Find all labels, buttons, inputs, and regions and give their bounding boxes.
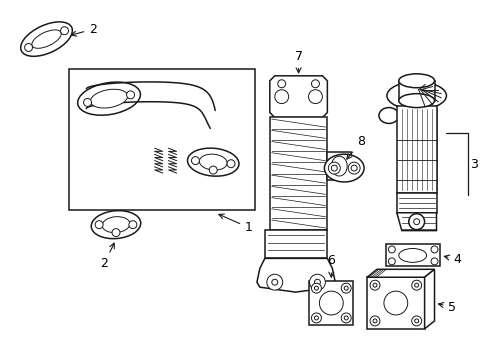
Polygon shape [367,269,435,277]
Circle shape [315,316,318,320]
Ellipse shape [324,154,364,182]
Text: 2: 2 [100,243,114,270]
Circle shape [412,280,421,290]
Ellipse shape [319,291,343,315]
Polygon shape [397,213,437,231]
Bar [310,281,353,325]
Circle shape [315,279,320,285]
Ellipse shape [102,217,130,233]
Circle shape [351,165,357,171]
Text: 8: 8 [347,135,365,159]
Text: 3: 3 [470,158,478,171]
Ellipse shape [21,22,73,56]
Circle shape [414,219,419,225]
Circle shape [312,80,319,88]
Circle shape [126,91,135,99]
Circle shape [431,258,438,265]
Ellipse shape [91,211,141,239]
Circle shape [389,246,395,253]
Ellipse shape [188,148,239,176]
Polygon shape [425,269,435,329]
Circle shape [341,283,351,293]
Bar [265,230,327,258]
Circle shape [312,313,321,323]
Circle shape [312,283,321,293]
Circle shape [209,166,217,174]
Circle shape [409,214,425,230]
Text: 7: 7 [294,50,303,73]
Ellipse shape [399,74,435,88]
Bar [367,277,425,329]
Bar [399,81,435,100]
Ellipse shape [384,291,408,315]
Circle shape [373,319,377,323]
Ellipse shape [399,94,435,108]
Polygon shape [270,76,327,117]
Circle shape [344,286,348,290]
Text: 6: 6 [327,254,335,277]
Text: 5: 5 [439,301,456,314]
Bar [397,105,437,193]
Circle shape [315,286,318,290]
Ellipse shape [78,82,141,115]
Ellipse shape [199,154,227,170]
Ellipse shape [32,30,61,48]
Ellipse shape [399,248,427,262]
Circle shape [227,160,235,168]
Circle shape [373,283,377,287]
Circle shape [431,246,438,253]
Bar [386,244,441,266]
Circle shape [341,313,351,323]
Text: 2: 2 [71,23,97,36]
Ellipse shape [379,108,399,123]
Circle shape [95,221,103,229]
Circle shape [370,316,380,326]
Circle shape [24,44,32,51]
Polygon shape [257,258,335,292]
Ellipse shape [91,89,128,108]
Bar [397,193,437,213]
Bar [70,69,255,210]
Ellipse shape [387,82,446,109]
Circle shape [275,90,289,104]
Ellipse shape [331,156,347,176]
Text: 4: 4 [444,253,461,266]
Circle shape [267,274,283,290]
Circle shape [415,319,418,323]
Circle shape [61,27,69,35]
Bar [327,152,351,180]
Circle shape [112,229,120,237]
Circle shape [272,279,278,285]
Text: 1: 1 [219,214,253,234]
Circle shape [278,80,286,88]
Circle shape [192,157,199,165]
Circle shape [331,165,337,171]
Circle shape [328,162,340,174]
Circle shape [310,274,325,290]
Circle shape [348,162,360,174]
Circle shape [84,98,92,107]
Circle shape [412,316,421,326]
Circle shape [370,280,380,290]
Circle shape [309,90,322,104]
Bar [270,117,327,230]
Circle shape [129,221,137,229]
Circle shape [389,258,395,265]
Circle shape [415,283,418,287]
Circle shape [344,316,348,320]
